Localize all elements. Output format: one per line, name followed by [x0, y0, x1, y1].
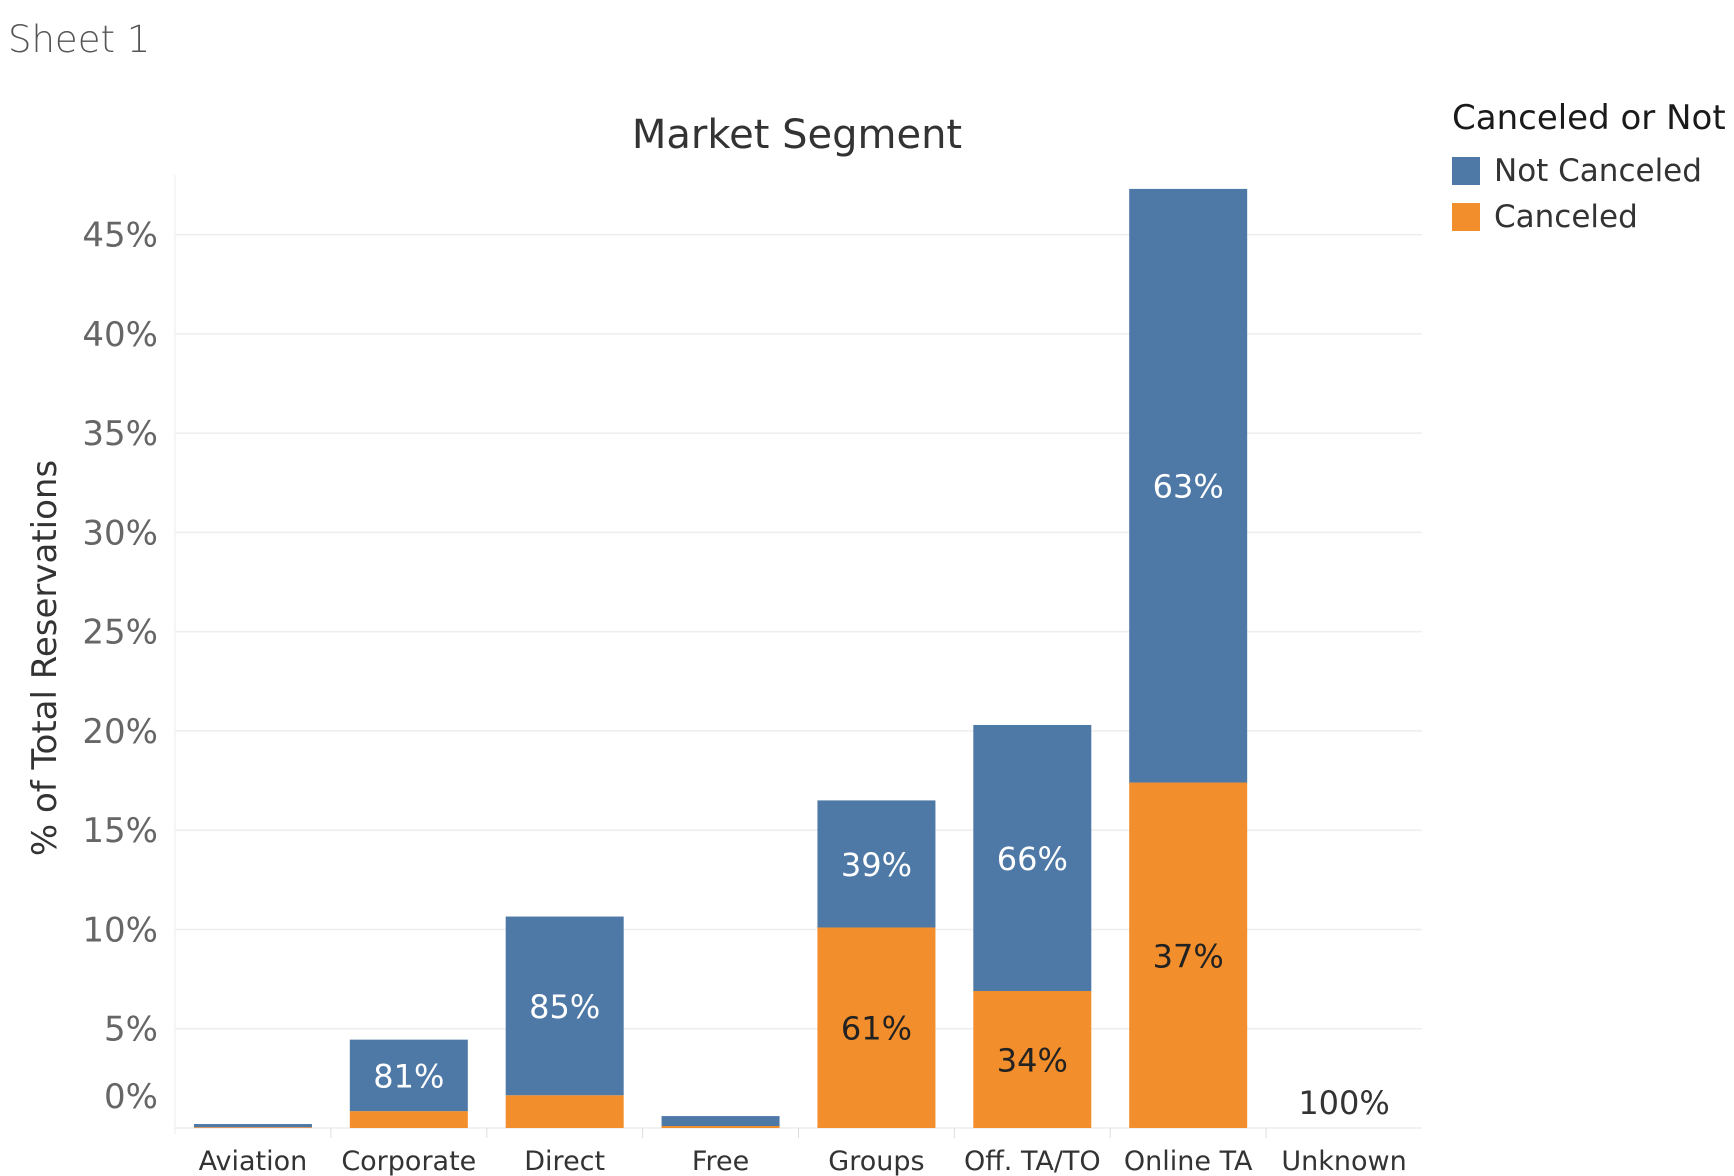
bar-segment[interactable] [1129, 188, 1248, 783]
legend-swatch-canceled [1452, 203, 1480, 231]
legend-item-not-canceled[interactable]: Not Canceled [1452, 148, 1734, 194]
bar-segment[interactable] [817, 800, 936, 928]
sheet-title: Sheet 1 [8, 18, 151, 61]
legend-title: Canceled or Not [1452, 98, 1726, 138]
x-axis-ticks: Aviation Corporate Direct Free Groups Off. TA… [199, 1128, 1407, 1176]
y-tick-label: 25% [82, 613, 158, 653]
y-axis-label: % of Total Reservations [25, 460, 65, 856]
data-label: 100% [1298, 1084, 1389, 1122]
data-label: 85% [529, 988, 600, 1026]
data-label: 34% [997, 1042, 1068, 1080]
legend: Canceled or Not Not Canceled Canceled [1452, 98, 1734, 240]
y-tick-label: 45% [82, 216, 158, 256]
bar-segment[interactable] [505, 916, 624, 1096]
x-tick-label: Online TA [1124, 1146, 1253, 1176]
x-tick-label: Aviation [199, 1146, 308, 1176]
x-tick-label: Unknown [1281, 1146, 1406, 1176]
bar-segment[interactable] [973, 991, 1092, 1128]
y-tick-label: 40% [82, 315, 158, 355]
y-axis-ticks: 0% 5% 10% 15% 20% 25% 30% 35% 40% 45% [82, 216, 158, 1117]
legend-swatch-not-canceled [1452, 157, 1480, 185]
legend-item-canceled[interactable]: Canceled [1452, 194, 1734, 240]
bar-segment[interactable] [973, 724, 1092, 992]
y-tick-label: 35% [82, 414, 158, 454]
x-tick-label: Corporate [341, 1146, 476, 1176]
bars: 81% 85% 61% 39% 34% 66% 37% 63% 100% [193, 188, 1390, 1128]
bar-segment[interactable] [661, 1126, 780, 1128]
bar-segment[interactable] [193, 1124, 312, 1128]
x-tick-label: Groups [828, 1146, 924, 1176]
chart-title: Market Segment [632, 112, 962, 158]
data-label: 81% [373, 1057, 444, 1095]
bar-segment[interactable] [193, 1127, 312, 1128]
legend-label-not-canceled: Not Canceled [1494, 153, 1702, 189]
x-tick-label: Free [692, 1146, 749, 1176]
legend-label-canceled: Canceled [1494, 199, 1638, 235]
data-label: 61% [841, 1010, 912, 1048]
y-tick-label: 0% [104, 1077, 158, 1117]
bar-segment[interactable] [661, 1116, 780, 1127]
y-tick-label: 20% [82, 712, 158, 752]
y-tick-label: 15% [82, 811, 158, 851]
x-tick-label: Off. TA/TO [964, 1146, 1101, 1176]
y-tick-label: 30% [82, 513, 158, 553]
bar-segment[interactable] [505, 1095, 624, 1128]
bar-segment[interactable] [349, 1039, 468, 1112]
bar-segment[interactable] [817, 927, 936, 1128]
data-label: 39% [841, 846, 912, 884]
y-tick-label: 10% [82, 910, 158, 950]
data-label: 37% [1153, 937, 1224, 975]
data-label: 66% [997, 840, 1068, 878]
bar-segment[interactable] [349, 1111, 468, 1128]
y-tick-label: 5% [104, 1010, 158, 1050]
x-tick-label: Direct [524, 1146, 605, 1176]
data-label: 63% [1153, 468, 1224, 506]
bar-segment[interactable] [1129, 782, 1248, 1128]
